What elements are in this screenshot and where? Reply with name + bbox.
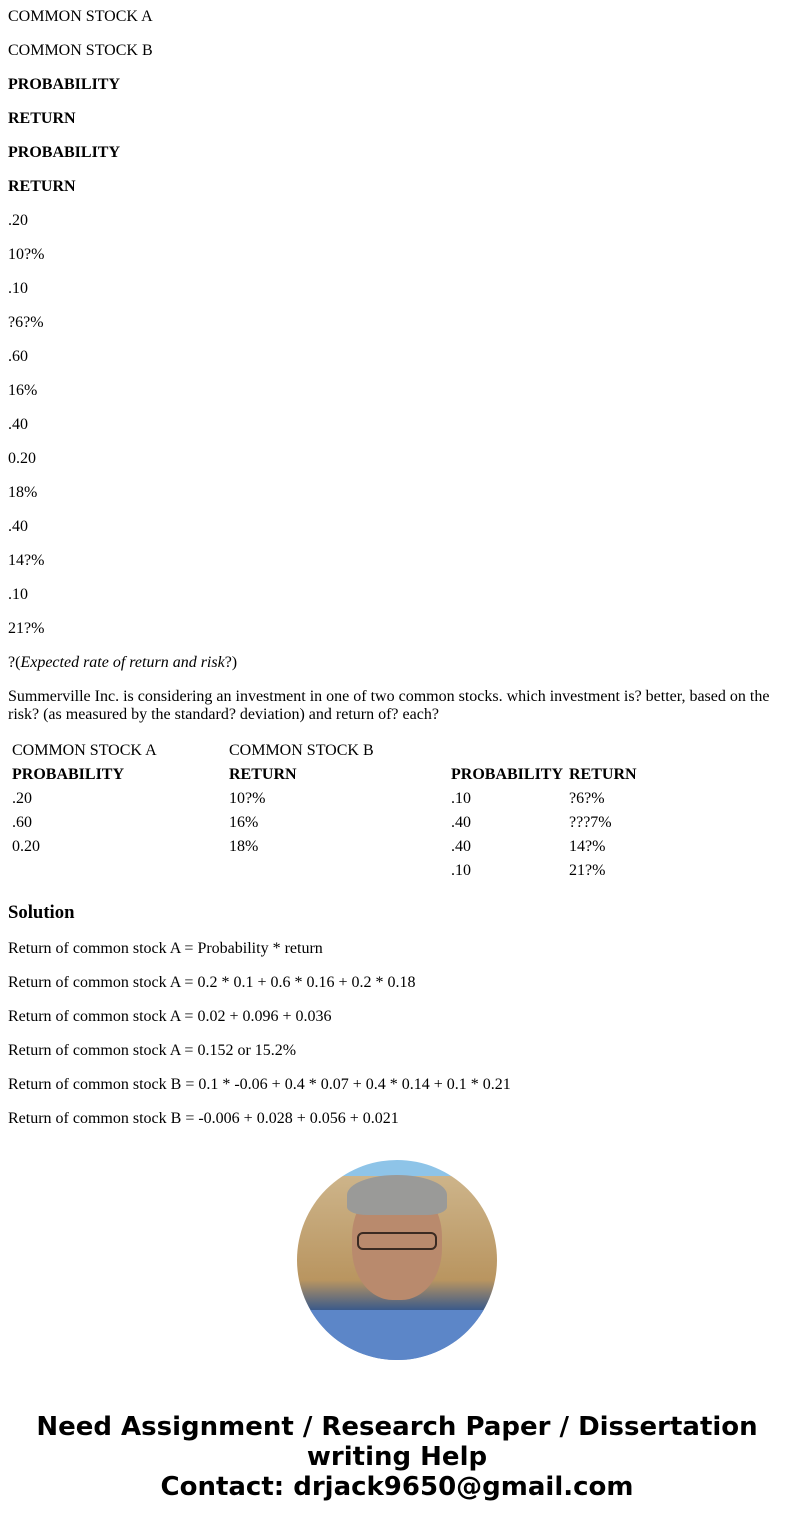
table-cell: .60 [12, 814, 32, 831]
tutor-avatar [297, 1160, 497, 1360]
line: 14?% [8, 552, 45, 569]
solution-line: Return of common stock A = 0.2 * 0.1 + 0… [8, 974, 416, 991]
table-row: .60 16% .40 ???7% [11, 812, 688, 834]
table-header-row: PROBABILITY RETURN PROBABILITY RETURN [11, 764, 688, 786]
solution-line: Return of common stock A = 0.02 + 0.096 … [8, 1008, 332, 1025]
line: 16% [8, 382, 38, 399]
table-cell: PROBABILITY [451, 766, 564, 783]
line: .10 [8, 280, 28, 297]
subtitle: ?(Expected rate of return and risk?) [8, 654, 786, 672]
subtitle-prefix: ?( [8, 654, 21, 671]
table-cell: .40 [451, 838, 471, 855]
avatar-glasses [357, 1232, 437, 1250]
line: COMMON STOCK A [8, 8, 153, 25]
table-cell: .10 [451, 790, 471, 807]
line: RETURN [8, 110, 76, 127]
line: .20 [8, 212, 28, 229]
line: .60 [8, 348, 28, 365]
solution-line: Return of common stock A = 0.152 or 15.2… [8, 1042, 297, 1059]
banner-line: Need Assignment / Research Paper / Disse… [36, 1412, 758, 1442]
line: PROBABILITY [8, 144, 121, 161]
line: PROBABILITY [8, 76, 121, 93]
table-cell: .20 [12, 790, 32, 807]
returns-table: COMMON STOCK A COMMON STOCK B PROBABILIT… [9, 738, 690, 884]
table-cell [228, 860, 448, 882]
table-row: .10 21?% [11, 860, 688, 882]
line: 21?% [8, 620, 45, 637]
table-cell: .40 [451, 814, 471, 831]
banner-line: writing Help [306, 1442, 488, 1472]
line: 0.20 [8, 450, 36, 467]
line: 18% [8, 484, 38, 501]
table-cell: COMMON STOCK A [12, 742, 157, 759]
solution-line: Return of common stock B = -0.006 + 0.02… [8, 1110, 399, 1127]
subtitle-italic: Expected rate of return and risk [20, 654, 225, 671]
avatar-hair [347, 1175, 447, 1215]
line: .40 [8, 518, 28, 535]
avatar-shirt [297, 1310, 497, 1360]
table-row: .20 10?% .10 ?6?% [11, 788, 688, 810]
table-cell [568, 740, 688, 762]
table-cell: 18% [229, 838, 259, 855]
table-cell: 16% [229, 814, 259, 831]
table-cell [11, 860, 226, 882]
line: .40 [8, 416, 28, 433]
line: 10?% [8, 246, 45, 263]
table-row: COMMON STOCK A COMMON STOCK B [11, 740, 688, 762]
solution-line: Return of common stock A = Probability *… [8, 940, 323, 957]
contact-banner: Need Assignment / Research Paper / Disse… [0, 1412, 794, 1502]
line: .10 [8, 586, 28, 603]
line: RETURN [8, 178, 76, 195]
table-cell: RETURN [569, 766, 637, 783]
line: COMMON STOCK B [8, 42, 153, 59]
subtitle-suffix: ?) [224, 654, 238, 671]
table-cell: PROBABILITY [12, 766, 125, 783]
contact-email: Contact: drjack9650@gmail.com [160, 1472, 634, 1502]
table-cell: ?6?% [569, 790, 605, 807]
table-cell: .10 [451, 862, 471, 879]
table-cell: 21?% [569, 862, 606, 879]
question-text: Summerville Inc. is considering an inves… [8, 688, 770, 723]
solution-heading: Solution [8, 902, 75, 923]
table-cell: 10?% [229, 790, 266, 807]
table-row: 0.20 18% .40 14?% [11, 836, 688, 858]
table-cell: RETURN [229, 766, 297, 783]
solution-line: Return of common stock B = 0.1 * -0.06 +… [8, 1076, 511, 1093]
table-cell: COMMON STOCK B [229, 742, 374, 759]
table-cell [450, 740, 566, 762]
table-cell: 14?% [569, 838, 606, 855]
line: ?6?% [8, 314, 44, 331]
table-cell: 0.20 [12, 838, 40, 855]
header-lines: COMMON STOCK A COMMON STOCK B PROBABILIT… [8, 8, 786, 638]
table-cell: ???7% [569, 814, 612, 831]
